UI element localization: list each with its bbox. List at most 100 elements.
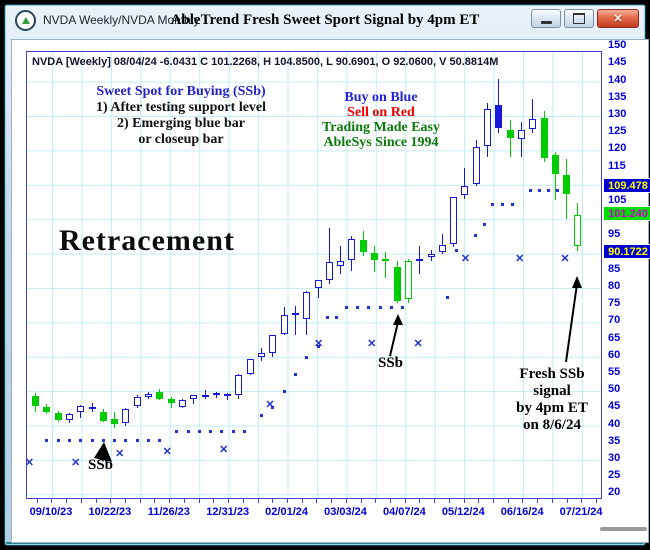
support-dot xyxy=(556,188,560,192)
date-tick-label: 06/16/24 xyxy=(500,506,544,518)
candle[interactable] xyxy=(303,292,311,319)
candle[interactable] xyxy=(224,393,232,396)
support-dot xyxy=(510,202,514,206)
quote-info-line: NVDA [Weekly] 08/04/24 -6.0431 C 101.226… xyxy=(32,56,499,68)
support-dot xyxy=(56,439,60,443)
candle[interactable] xyxy=(359,239,367,253)
support-dot xyxy=(101,439,105,443)
app-window: NVDA Weekly/NVDA Monthly AbleTrend Fresh… xyxy=(4,4,650,546)
support-dot xyxy=(537,188,541,192)
support-dot xyxy=(356,305,360,309)
candle[interactable] xyxy=(563,174,571,195)
candle[interactable] xyxy=(178,399,186,407)
candle[interactable] xyxy=(145,393,152,398)
support-dot xyxy=(135,439,139,443)
candle[interactable] xyxy=(393,267,401,302)
candle[interactable] xyxy=(450,197,458,244)
candle[interactable] xyxy=(540,118,548,158)
candle[interactable] xyxy=(472,147,480,185)
candle[interactable] xyxy=(416,258,424,262)
candle[interactable] xyxy=(133,397,141,406)
stop-x-mark: ✕ xyxy=(24,457,34,470)
candle[interactable] xyxy=(529,118,537,129)
candle[interactable] xyxy=(291,313,299,316)
support-dot xyxy=(220,430,224,434)
candle[interactable] xyxy=(517,130,525,140)
plot-area[interactable]: NVDA [Weekly] 08/04/24 -6.0431 C 101.226… xyxy=(24,51,602,499)
price-tick-label: 120 xyxy=(608,142,627,155)
candle[interactable] xyxy=(348,238,356,261)
support-dot xyxy=(147,439,150,443)
candle[interactable] xyxy=(77,405,85,412)
candle[interactable] xyxy=(111,419,119,424)
candle-wick xyxy=(441,233,443,255)
candle[interactable] xyxy=(235,375,243,395)
candle[interactable] xyxy=(43,406,51,413)
axis-minor-tick xyxy=(448,499,450,503)
support-dot xyxy=(455,249,459,253)
candle[interactable] xyxy=(190,394,198,400)
candle[interactable] xyxy=(495,104,503,128)
axis-minor-tick xyxy=(507,499,509,503)
candle[interactable] xyxy=(427,253,435,258)
support-dot xyxy=(547,188,551,192)
support-dot xyxy=(186,430,190,434)
candle[interactable] xyxy=(280,315,288,334)
price-tick-label: 20 xyxy=(608,486,621,499)
stop-x-mark: ✕ xyxy=(219,443,229,456)
maximize-button[interactable] xyxy=(564,9,594,28)
candle[interactable] xyxy=(246,358,254,374)
stop-x-mark: ✕ xyxy=(515,252,525,265)
candle[interactable] xyxy=(438,244,446,253)
candle[interactable] xyxy=(574,214,582,247)
candle[interactable] xyxy=(201,395,209,398)
sweet-spot-line-1: 1) After testing support level xyxy=(95,100,267,115)
price-badge: 101.240 xyxy=(603,206,650,222)
candle[interactable] xyxy=(122,408,130,423)
candle[interactable] xyxy=(404,261,412,300)
candle[interactable] xyxy=(99,411,107,421)
date-tick-label: 10/22/23 xyxy=(88,506,132,518)
date-tick-label: 03/03/24 xyxy=(324,506,367,518)
candle[interactable] xyxy=(382,259,390,262)
date-tick-label: 04/07/24 xyxy=(382,506,426,518)
candle[interactable] xyxy=(156,391,164,400)
candle[interactable] xyxy=(337,260,345,266)
candle[interactable] xyxy=(506,129,514,139)
stop-x-mark: ✕ xyxy=(367,337,377,350)
price-tick-label: 95 xyxy=(608,228,621,241)
price-tick-label: 135 xyxy=(608,90,627,103)
candle[interactable] xyxy=(258,353,265,357)
candle[interactable] xyxy=(32,396,39,407)
window-title: NVDA Weekly/NVDA Monthly xyxy=(43,13,200,27)
candle-wick xyxy=(509,119,511,158)
price-badge: 109.478 xyxy=(603,178,650,194)
minimize-button[interactable] xyxy=(531,9,561,28)
axis-minor-tick xyxy=(581,499,583,503)
candle[interactable] xyxy=(269,335,277,353)
candle[interactable] xyxy=(88,407,96,409)
support-dot xyxy=(367,305,371,309)
candle[interactable] xyxy=(325,262,333,280)
close-button[interactable]: ✕ xyxy=(597,9,639,28)
candle-wick xyxy=(340,245,342,274)
slogan-line: Trading Made Easy xyxy=(322,120,440,135)
candle[interactable] xyxy=(314,280,322,289)
support-dot xyxy=(482,223,486,226)
support-dot xyxy=(271,405,275,409)
candle[interactable] xyxy=(461,186,469,196)
candle[interactable] xyxy=(54,412,62,421)
candle[interactable] xyxy=(371,252,378,261)
candle[interactable] xyxy=(212,392,220,395)
candle[interactable] xyxy=(65,413,73,421)
candle-wick xyxy=(554,152,556,200)
support-dot xyxy=(316,345,320,349)
support-dot xyxy=(67,439,71,443)
scroll-grip[interactable] xyxy=(600,527,647,531)
stop-x-mark: ✕ xyxy=(460,252,471,265)
axis-minor-tick xyxy=(228,499,230,503)
candle[interactable] xyxy=(551,154,559,175)
candle[interactable] xyxy=(484,109,491,147)
candle[interactable] xyxy=(167,398,175,403)
